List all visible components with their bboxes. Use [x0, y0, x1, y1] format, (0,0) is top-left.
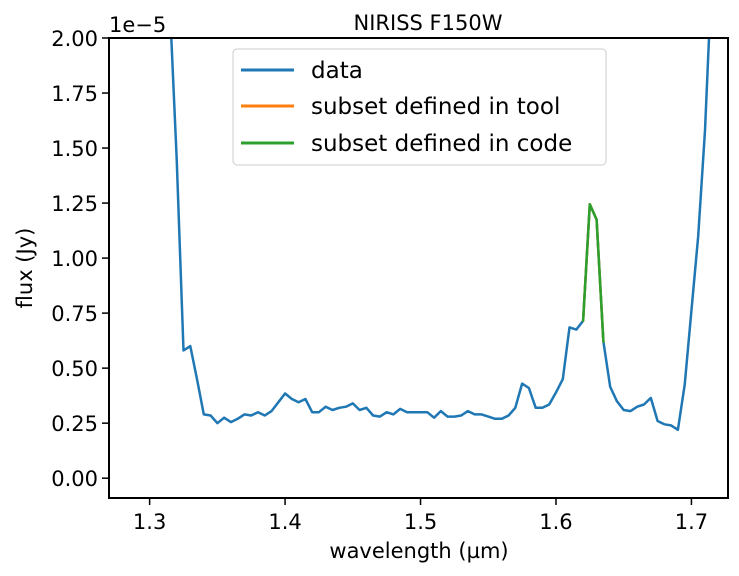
legend: data subset defined in tool subset defin… [232, 48, 607, 166]
x-tick-label: 1.3 [133, 510, 166, 534]
x-tick-label: 1.6 [539, 510, 572, 534]
y-tick-label: 1.50 [51, 137, 98, 161]
y-tick-label: 1.25 [51, 192, 98, 216]
x-tick-label: 1.5 [404, 510, 437, 534]
x-tick-label: 1.7 [675, 510, 708, 534]
series-layer [170, 38, 711, 432]
x-tick-label: 1.4 [268, 510, 301, 534]
legend-label-data: data [311, 58, 363, 84]
chart-title: NIRISS F150W [354, 11, 503, 35]
x-axis-label: wavelength (µm) [329, 539, 508, 563]
legend-entry-subset-code: subset defined in code [241, 131, 572, 157]
y-tick-label: 0.25 [51, 412, 98, 436]
y-tick-label: 0.50 [51, 357, 98, 381]
y-tick-label: 0.00 [51, 467, 98, 491]
plot-frame [108, 37, 729, 499]
legend-entry-data: data [241, 58, 363, 84]
y-axis-label: flux (Jy) [13, 228, 37, 309]
legend-box [232, 48, 607, 166]
legend-label-subset-code: subset defined in code [311, 131, 572, 157]
y-offset-label: 1e−5 [109, 13, 166, 37]
y-tick-label: 0.75 [51, 302, 98, 326]
y-axis-ticks: 0.00 0.25 0.50 0.75 1.00 1.25 1.50 1.75 2.00 [51, 27, 109, 491]
x-axis-ticks: 1.3 1.4 1.5 1.6 1.7 [133, 498, 708, 534]
y-tick-label: 2.00 [51, 27, 98, 51]
legend-label-subset-tool: subset defined in tool [311, 94, 560, 120]
series-subset-code-line [581, 202, 605, 343]
y-tick-label: 1.00 [51, 247, 98, 271]
series-data-line [170, 38, 711, 432]
y-tick-label: 1.75 [51, 82, 98, 106]
legend-entry-subset-tool: subset defined in tool [241, 94, 560, 120]
